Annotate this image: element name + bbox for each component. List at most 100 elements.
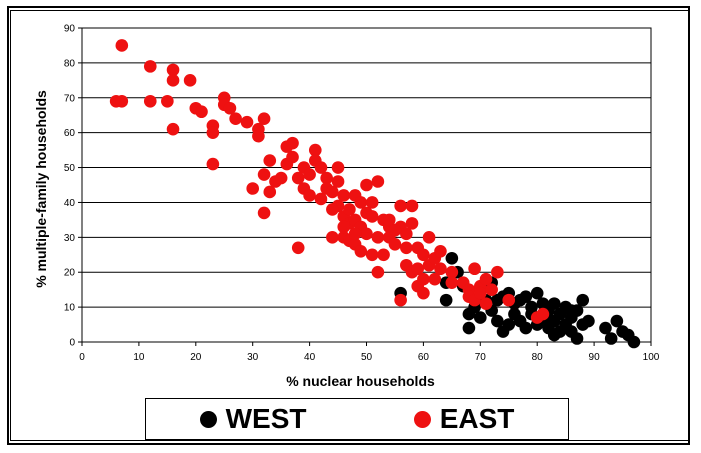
- point-east-48: [331, 161, 345, 174]
- point-east-20: [246, 182, 259, 195]
- point-east-90: [417, 286, 430, 300]
- legend-label-east: EAST: [439, 403, 515, 434]
- point-west-21: [530, 286, 544, 300]
- series-west: [394, 251, 641, 349]
- point-east-3: [143, 60, 157, 73]
- point-east-118: [388, 224, 402, 237]
- point-east-86: [411, 262, 425, 276]
- chart-inner-frame: [10, 10, 689, 441]
- point-west-40: [610, 314, 624, 328]
- x-tick-label-60: 60: [418, 352, 430, 363]
- point-east-107: [479, 297, 493, 310]
- point-east-67: [365, 210, 379, 223]
- point-west-36: [576, 293, 590, 307]
- point-west-51: [519, 290, 533, 303]
- x-tick-label-90: 90: [589, 352, 601, 363]
- point-west-19: [519, 321, 533, 335]
- point-east-33: [286, 150, 299, 164]
- point-west-7: [462, 321, 476, 335]
- point-east-8: [166, 122, 180, 136]
- point-east-117: [400, 241, 413, 255]
- point-east-106: [479, 272, 493, 286]
- point-east-11: [195, 105, 208, 119]
- point-west-13: [491, 314, 504, 328]
- point-east-89: [417, 272, 430, 286]
- point-east-14: [206, 157, 220, 171]
- point-east-5: [161, 94, 174, 108]
- data-points: [109, 39, 641, 349]
- legend-item-east: EAST: [413, 403, 515, 435]
- x-tick-label-10: 10: [133, 352, 145, 363]
- point-east-34: [291, 171, 305, 185]
- y-tick-label-40: 40: [64, 198, 76, 209]
- axes: [78, 27, 652, 346]
- point-east-82: [405, 217, 419, 230]
- point-west-53: [502, 318, 516, 331]
- point-east-94: [428, 272, 442, 286]
- point-east-27: [263, 185, 277, 199]
- y-tick-label-70: 70: [64, 93, 76, 104]
- point-east-68: [365, 248, 379, 262]
- x-tick-label-40: 40: [304, 352, 316, 363]
- point-east-29: [274, 171, 288, 185]
- point-east-4: [143, 94, 157, 108]
- point-east-25: [257, 206, 271, 220]
- legend: WEST EAST: [145, 398, 569, 440]
- point-east-98: [445, 276, 459, 289]
- point-west-37: [582, 314, 595, 328]
- point-east-24: [257, 168, 271, 181]
- y-tick-label-30: 30: [64, 233, 76, 244]
- point-east-88: [417, 248, 430, 262]
- point-east-62: [354, 244, 368, 258]
- point-west-55: [474, 311, 487, 324]
- point-east-40: [308, 143, 322, 157]
- point-east-96: [434, 262, 447, 276]
- point-east-70: [371, 231, 385, 244]
- point-east-79: [394, 293, 407, 307]
- point-east-47: [326, 231, 339, 244]
- point-east-76: [388, 238, 402, 251]
- legend-marker-west: [199, 410, 217, 428]
- point-east-2: [115, 94, 129, 108]
- point-west-45: [547, 297, 561, 310]
- y-tick-label-50: 50: [64, 163, 76, 174]
- x-tick-label-50: 50: [361, 352, 373, 363]
- point-west-33: [570, 332, 584, 345]
- y-tick-label-90: 90: [64, 24, 76, 35]
- point-east-84: [405, 199, 419, 213]
- point-east-22: [252, 129, 265, 143]
- point-east-19: [240, 115, 254, 129]
- point-east-17: [223, 101, 237, 115]
- point-west-52: [553, 325, 567, 338]
- point-east-112: [536, 307, 550, 321]
- point-east-113: [326, 203, 339, 216]
- point-east-69: [371, 175, 385, 188]
- y-axis-title: % multiple-family households: [33, 90, 49, 288]
- point-east-108: [485, 283, 498, 296]
- point-east-0: [115, 39, 129, 52]
- point-east-105: [474, 286, 487, 300]
- point-east-49: [331, 175, 345, 188]
- x-tick-label-70: 70: [475, 352, 487, 363]
- point-east-42: [314, 161, 328, 174]
- y-tick-label-80: 80: [64, 58, 76, 69]
- point-east-6: [166, 63, 180, 77]
- x-tick-labels: 0 10 20 30 40 50 60 70 80 90 100: [79, 352, 660, 363]
- y-tick-label-20: 20: [64, 268, 76, 279]
- legend-label-west: WEST: [225, 403, 307, 434]
- point-east-51: [337, 189, 351, 202]
- x-tick-label-30: 30: [247, 352, 259, 363]
- point-east-54: [343, 203, 356, 216]
- point-east-44: [320, 171, 333, 185]
- point-west-1: [439, 293, 453, 307]
- point-east-109: [491, 265, 504, 279]
- point-east-13: [206, 126, 220, 139]
- point-east-80: [400, 227, 413, 241]
- point-east-39: [303, 189, 316, 202]
- point-east-35: [291, 241, 305, 255]
- point-east-9: [183, 74, 197, 87]
- point-east-32: [286, 136, 299, 150]
- x-tick-label-0: 0: [79, 352, 85, 363]
- point-east-66: [365, 196, 379, 209]
